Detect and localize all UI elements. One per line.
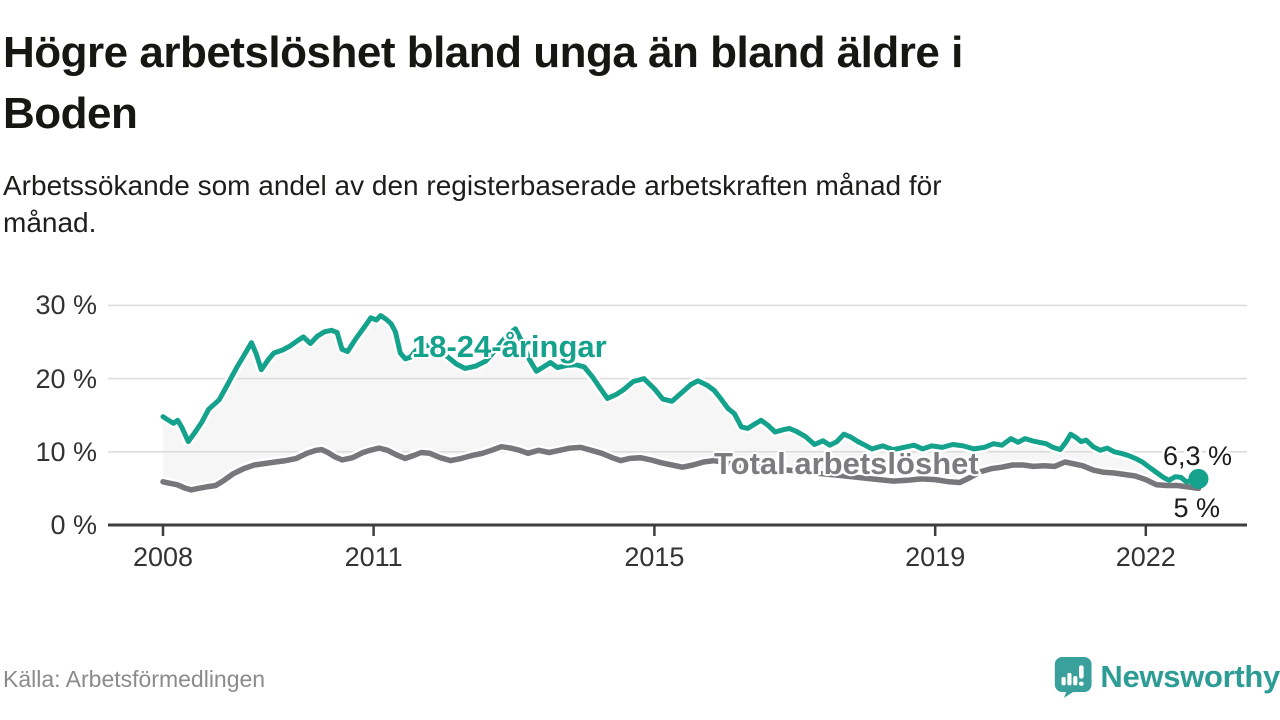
source-attribution: Källa: Arbetsförmedlingen — [3, 666, 266, 692]
speech-bubble-shape — [1054, 656, 1092, 698]
series-label-youth: 18-24-åringar — [412, 329, 607, 364]
x-axis-label-2019: 2019 — [905, 542, 966, 572]
x-axis-label-2011: 2011 — [344, 542, 403, 572]
x-axis-label-2022: 2022 — [1115, 542, 1176, 572]
total-unemployment-line — [160, 443, 1202, 493]
newsworthy-wordmark: Newsworthy — [1100, 659, 1280, 694]
y-axis-label-20: 20 % — [35, 363, 97, 394]
title-line-1: Högre arbetslöshet bland unga än bland ä… — [3, 28, 963, 77]
exclamation-stem — [1079, 665, 1084, 679]
y-axis-label-30: 30 % — [35, 290, 97, 321]
bar-2 — [1067, 672, 1072, 686]
chart-subtitle: Arbetssökande som andel av den registerb… — [3, 167, 1253, 241]
newsworthy-logo-link[interactable]: Newsworthy — [1054, 651, 1280, 703]
series-label-total: Total arbetslöshet — [714, 446, 979, 481]
end-value-label-total: 5 % — [1173, 493, 1220, 523]
youth-end-dot — [1188, 468, 1209, 489]
y-axis-label-10: 10 % — [35, 436, 97, 467]
newsworthy-logo-icon — [1054, 656, 1092, 698]
subtitle-line-2: månad. — [3, 207, 97, 238]
end-value-label-youth: 6,3 % — [1162, 441, 1232, 471]
x-axis-label-2008: 2008 — [132, 542, 194, 572]
x-axis-label-2015: 2015 — [624, 542, 685, 572]
page-title: Högre arbetslöshet bland unga än bland ä… — [3, 22, 1253, 144]
youth-unemployment-line — [160, 313, 1201, 485]
band-fill — [163, 315, 1199, 490]
title-line-2: Boden — [3, 89, 138, 138]
bar-3 — [1073, 676, 1078, 686]
subtitle-line-1: Arbetssökande som andel av den registerb… — [3, 170, 942, 201]
bar-1 — [1061, 677, 1066, 686]
y-axis-label-0: 0 % — [50, 510, 97, 540]
exclamation-dot — [1079, 681, 1084, 686]
